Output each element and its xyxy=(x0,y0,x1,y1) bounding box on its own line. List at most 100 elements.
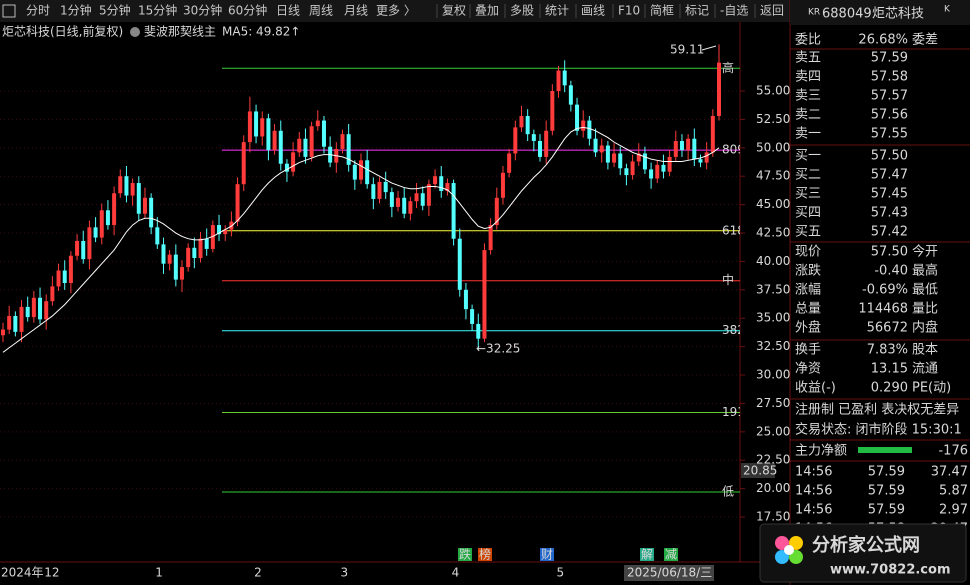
period-button[interactable]: 60分钟 xyxy=(228,3,267,18)
candle-body xyxy=(105,210,110,226)
y-tick-label: 52.50 xyxy=(756,112,790,126)
candle-body xyxy=(587,120,592,139)
candle-body xyxy=(470,309,475,324)
candle-body xyxy=(420,193,425,206)
period-button[interactable]: 日线 xyxy=(276,4,300,18)
event-marker[interactable] xyxy=(540,548,554,561)
candle-body xyxy=(321,120,326,147)
candle-body xyxy=(692,138,697,160)
candle-body xyxy=(303,138,308,157)
candle-body xyxy=(463,289,468,310)
candle-body xyxy=(31,297,36,318)
period-button[interactable]: 更多 〉 xyxy=(376,4,416,18)
high-label: 59.11 xyxy=(670,43,704,57)
period-button[interactable]: 5分钟 xyxy=(99,3,131,18)
cursor-date: 2025/06/18/三 xyxy=(627,566,712,580)
info-line: 注册制 已盈利 表决权无差异 xyxy=(795,402,959,418)
candle-body xyxy=(99,210,104,238)
row-label: 卖一 xyxy=(795,127,821,142)
candle-body xyxy=(593,138,598,153)
watermark-title: 分析家公式网 xyxy=(812,534,920,556)
candle-body xyxy=(315,120,320,127)
tool-button[interactable]: 标记 xyxy=(685,4,709,18)
row-right-label: 内盘 xyxy=(912,320,938,336)
candle-body xyxy=(13,315,18,332)
period-button[interactable]: 月线 xyxy=(344,4,368,18)
row-label: 卖三 xyxy=(795,89,821,104)
tool-button[interactable]: 多股 xyxy=(510,4,534,18)
candle-body xyxy=(223,229,228,235)
row-right-label: 量比 xyxy=(912,302,938,317)
k-badge: K xyxy=(944,5,951,15)
candle-body xyxy=(513,127,518,154)
candle-body xyxy=(87,227,92,260)
stock-name: 炬芯科技 xyxy=(872,7,924,22)
tool-button[interactable]: 叠加 xyxy=(475,4,499,18)
candle-body xyxy=(149,197,154,228)
event-label[interactable]: 财 xyxy=(541,548,553,562)
flow-label: 主力净额 xyxy=(795,444,847,459)
candle-body xyxy=(235,184,240,222)
fib-level-label: 中 xyxy=(722,272,734,287)
period-button[interactable]: 周线 xyxy=(309,4,333,18)
period-button[interactable]: 15分钟 xyxy=(138,3,177,18)
candle-body xyxy=(488,225,493,251)
row-value: 56672 xyxy=(867,321,908,336)
row-label: 收益(-) xyxy=(795,381,836,396)
period-button[interactable]: 30分钟 xyxy=(183,3,222,18)
x-tick-label: 3 xyxy=(340,566,348,580)
menu-icon[interactable] xyxy=(2,4,16,18)
candle-body xyxy=(507,153,512,173)
candle-body xyxy=(538,140,542,157)
row-value: 114468 xyxy=(858,302,908,317)
row-value: 26.68% xyxy=(858,33,908,48)
event-label[interactable]: 榜 xyxy=(479,547,491,562)
candle-body xyxy=(210,225,215,249)
candle-body xyxy=(673,140,678,157)
candle-body xyxy=(624,168,629,176)
row-value: 0.290 xyxy=(871,381,908,396)
candle-body xyxy=(550,91,555,131)
candle-body xyxy=(661,164,666,172)
watermark: 分析家公式网 www.70822.com xyxy=(759,523,967,583)
y-tick-label: 55.00 xyxy=(756,84,790,98)
x-tick-label: 5 xyxy=(557,566,565,580)
period-button[interactable]: 分时 xyxy=(26,4,50,18)
y-tick-label: 32.50 xyxy=(756,339,790,353)
indicator-name[interactable]: 斐波那契线主 xyxy=(144,25,216,39)
info-line: 交易状态: 闭市阶段 15:30:1 xyxy=(795,422,962,438)
candle-body xyxy=(155,227,160,245)
tool-button[interactable]: F10 xyxy=(618,4,640,18)
event-label[interactable]: 解 xyxy=(641,548,653,562)
row-value: 57.45 xyxy=(871,187,908,202)
event-marker[interactable] xyxy=(664,548,678,561)
tool-button[interactable]: 复权 xyxy=(442,4,466,18)
event-label[interactable]: 跌 xyxy=(459,547,471,562)
indicator-icon[interactable] xyxy=(130,27,140,37)
tick-time: 14:56 xyxy=(795,484,832,499)
candle-body xyxy=(433,176,438,185)
y-tick-label: 42.50 xyxy=(756,226,790,240)
period-button[interactable]: 1分钟 xyxy=(60,3,92,18)
fib-level-label: 809 xyxy=(722,143,745,157)
event-label[interactable]: 减 xyxy=(665,548,677,562)
candle-body xyxy=(260,118,265,137)
row-label: 外盘 xyxy=(795,320,821,336)
tick-volume: 2.97 xyxy=(939,503,968,518)
candle-body xyxy=(93,227,98,238)
row-value: 57.56 xyxy=(871,108,908,123)
tool-button[interactable]: 返回 xyxy=(760,4,784,18)
tool-button[interactable]: 统计 xyxy=(545,4,569,18)
event-marker[interactable] xyxy=(458,548,472,561)
candle-body xyxy=(352,164,357,180)
candle-body xyxy=(494,197,499,226)
tool-button[interactable]: 画线 xyxy=(581,4,605,18)
low-label: ←32.25 xyxy=(476,342,520,356)
event-marker[interactable] xyxy=(478,548,492,561)
tick-time: 14:56 xyxy=(795,465,832,480)
event-marker[interactable] xyxy=(640,548,654,561)
tool-button[interactable]: -自选 xyxy=(720,4,748,18)
row-label: 涨跌 xyxy=(795,263,821,279)
tool-button[interactable]: 简框 xyxy=(650,4,674,18)
candle-body xyxy=(136,183,141,214)
